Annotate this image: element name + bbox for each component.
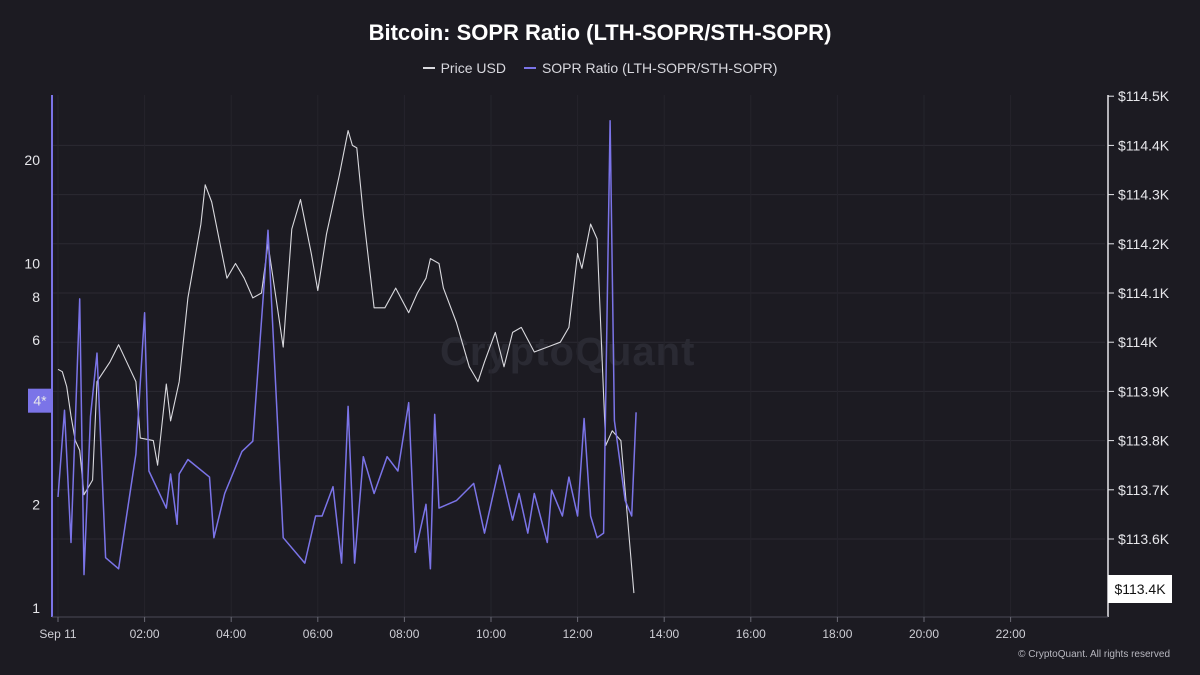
y-left-current-badge xyxy=(28,388,52,413)
x-tick-label: Sep 11 xyxy=(39,627,76,641)
y-left-tick-label: 2 xyxy=(32,496,40,512)
chart-title: Bitcoin: SOPR Ratio (LTH-SOPR/STH-SOPR) xyxy=(368,20,832,45)
copyright-text: © CryptoQuant. All rights reserved xyxy=(1018,649,1170,660)
y-right-tick-label: $114.4K xyxy=(1118,137,1170,153)
x-tick-label: 18:00 xyxy=(822,627,852,641)
y-right-tick-label: $114.3K xyxy=(1118,187,1170,203)
legend-item-price[interactable]: Price USD xyxy=(422,60,506,76)
series-line-price-usd xyxy=(57,130,635,594)
y-right-tick-label: $114K xyxy=(1118,334,1158,350)
y-right-tick-label: $114.1K xyxy=(1118,285,1170,301)
y-right-tick-label: $114.2K xyxy=(1118,236,1170,252)
y-right-tick-label: $113.8K xyxy=(1118,433,1170,449)
chart-legend: Price USD SOPR Ratio (LTH-SOPR/STH-SOPR) xyxy=(0,60,1200,76)
x-tick-label: 20:00 xyxy=(909,627,939,641)
legend-swatch-sopr-ratio xyxy=(523,67,536,69)
x-tick-label: 16:00 xyxy=(736,627,766,641)
y-right-tick-label: $113.6K xyxy=(1118,531,1170,547)
x-tick-label: 10:00 xyxy=(476,627,506,641)
y-left-tick-label: 1 xyxy=(32,600,40,616)
series-line-sopr-ratio xyxy=(57,120,637,576)
y-right-tick-label: $114.5K xyxy=(1118,88,1170,104)
y-right-current-badge xyxy=(1108,575,1172,603)
y-right-current-label: $113.4K xyxy=(1114,581,1166,597)
legend-label-sopr-ratio: SOPR Ratio (LTH-SOPR/STH-SOPR) xyxy=(541,60,778,76)
y-left-tick-label: 6 xyxy=(32,332,40,348)
x-tick-label: 08:00 xyxy=(389,627,419,641)
x-tick-label: 02:00 xyxy=(130,627,160,641)
y-right-tick-label: $113.9K xyxy=(1118,383,1170,399)
x-tick-label: 22:00 xyxy=(996,627,1026,641)
x-tick-label: 12:00 xyxy=(563,627,593,641)
x-tick-label: 04:00 xyxy=(216,627,246,641)
y-left-tick-label: 20 xyxy=(24,152,40,168)
x-tick-label: 06:00 xyxy=(303,627,333,641)
legend-label-price: Price USD xyxy=(440,60,506,76)
y-left-current-label: 4* xyxy=(33,393,47,409)
y-left-tick-label: 8 xyxy=(32,289,40,305)
x-tick-label: 14:00 xyxy=(649,627,679,641)
y-left-tick-label: 10 xyxy=(24,256,40,272)
legend-swatch-price xyxy=(422,67,435,69)
y-right-tick-label: $113.7K xyxy=(1118,482,1170,498)
legend-item-sopr-ratio[interactable]: SOPR Ratio (LTH-SOPR/STH-SOPR) xyxy=(523,60,778,76)
